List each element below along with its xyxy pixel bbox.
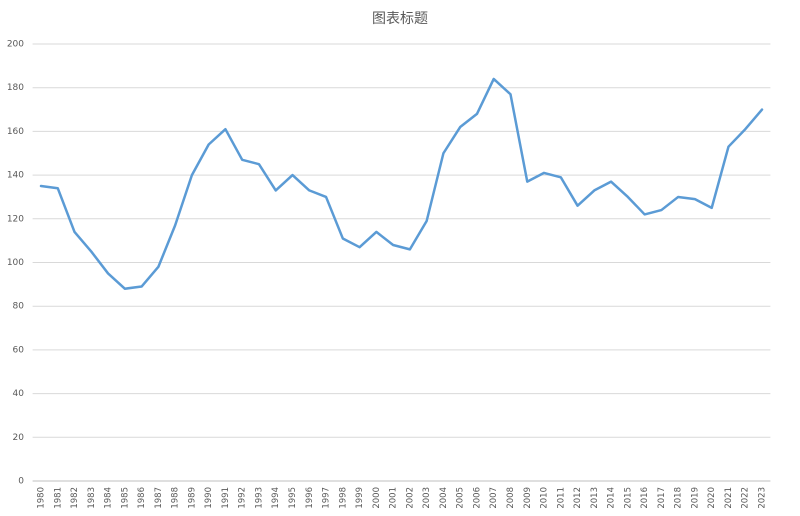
y-tick-label: 60 — [13, 345, 25, 355]
x-tick-label: 1997 — [322, 487, 332, 509]
x-tick-label: 2006 — [472, 487, 482, 509]
x-tick-label: 1980 — [36, 487, 46, 509]
x-tick-label: 1996 — [305, 487, 315, 509]
x-tick-label: 2017 — [657, 487, 667, 509]
x-tick-label: 2013 — [590, 487, 600, 509]
x-tick-label: 2001 — [389, 487, 399, 509]
x-tick-label: 2015 — [623, 487, 633, 509]
x-tick-label: 1989 — [187, 487, 197, 509]
x-tick-label: 1982 — [70, 487, 80, 509]
x-tick-label: 2021 — [724, 487, 734, 509]
x-tick-label: 1994 — [271, 487, 281, 509]
x-tick-label: 1993 — [254, 487, 264, 509]
x-tick-label: 2002 — [405, 487, 415, 509]
x-tick-label: 1991 — [221, 487, 231, 509]
x-tick-label: 1990 — [204, 487, 214, 509]
x-tick-label: 2018 — [674, 487, 684, 509]
x-tick-label: 2008 — [506, 487, 516, 509]
x-tick-label: 1992 — [238, 487, 248, 509]
x-tick-label: 2007 — [489, 487, 499, 509]
x-tick-label: 2010 — [540, 487, 550, 509]
y-tick-label: 180 — [7, 83, 24, 93]
x-tick-label: 1995 — [288, 487, 298, 509]
x-tick-label: 1999 — [355, 487, 365, 509]
x-tick-label: 2009 — [523, 487, 533, 509]
x-tick-label: 1987 — [154, 487, 164, 509]
chart-title: 图表标题 — [372, 11, 428, 27]
x-tick-label: 1988 — [171, 487, 181, 509]
x-tick-label: 2023 — [758, 487, 768, 509]
x-tick-label: 2014 — [607, 487, 617, 509]
x-tick-label: 2022 — [741, 487, 751, 509]
x-tick-label: 2011 — [556, 487, 566, 509]
x-tick-label: 2016 — [640, 487, 650, 509]
y-tick-label: 20 — [13, 433, 25, 443]
y-tick-label: 40 — [13, 389, 25, 399]
x-tick-label: 1984 — [104, 487, 114, 509]
x-tick-label: 2012 — [573, 487, 583, 509]
x-tick-label: 2004 — [439, 487, 449, 509]
x-tick-label: 1998 — [338, 487, 348, 509]
y-tick-label: 80 — [13, 302, 25, 312]
x-tick-label: 1983 — [87, 487, 97, 509]
x-tick-label: 2019 — [690, 487, 700, 509]
x-tick-label: 2005 — [456, 487, 466, 509]
x-tick-label: 1981 — [53, 487, 63, 509]
x-tick-label: 2000 — [372, 487, 382, 509]
x-tick-label: 1986 — [137, 487, 147, 509]
x-tick-label: 2020 — [707, 487, 717, 509]
y-tick-label: 140 — [7, 171, 24, 181]
x-tick-label: 1985 — [120, 487, 130, 509]
y-tick-label: 160 — [7, 127, 24, 137]
y-tick-label: 0 — [18, 477, 24, 487]
y-tick-label: 100 — [7, 258, 24, 268]
y-tick-label: 120 — [7, 214, 24, 224]
line-series — [39, 77, 764, 290]
y-tick-label: 200 — [7, 40, 24, 50]
x-tick-label: 2003 — [422, 487, 432, 509]
